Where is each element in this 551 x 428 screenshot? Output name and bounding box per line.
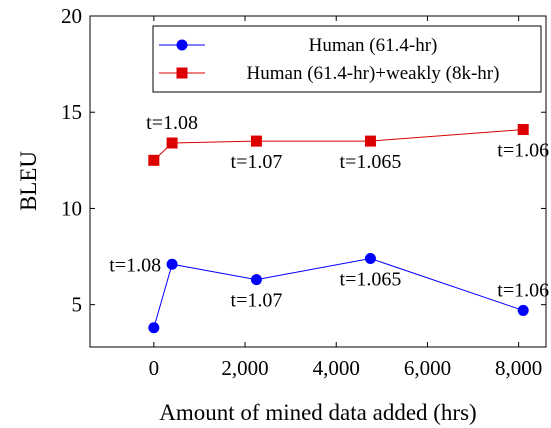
- legend-label: Human (61.4-hr)+weakly (8k-hr): [247, 63, 500, 84]
- x-tick-label: 0: [149, 356, 160, 380]
- data-label: t=1.065: [340, 151, 402, 173]
- x-axis-title: Amount of mined data added (hrs): [159, 400, 476, 425]
- legend-label: Human (61.4-hr): [309, 35, 438, 56]
- data-point: [364, 252, 376, 264]
- data-point: [517, 124, 529, 136]
- data-label: t=1.07: [231, 151, 283, 173]
- data-point: [517, 304, 529, 316]
- data-label: t=1.07: [231, 290, 283, 312]
- data-point: [250, 274, 262, 286]
- data-point: [166, 258, 178, 270]
- plot-frame: [89, 15, 547, 348]
- data-label: t=1.08: [146, 112, 198, 134]
- x-tick-label: 2,000: [221, 356, 268, 380]
- data-point: [148, 322, 160, 334]
- y-tick-label: 15: [61, 100, 82, 124]
- series-line: [153, 129, 524, 161]
- legend-marker: [176, 39, 188, 51]
- data-point: [148, 154, 160, 166]
- legend: Human (61.4-hr) Human (61.4-hr)+weakly (8…: [152, 25, 542, 93]
- annotations: t=1.08 t=1.07 t=1.065 t=1.06 t=1.08 t=1.07 t=1…: [109, 112, 549, 312]
- data-label: t=1.06: [497, 140, 549, 162]
- data-label: t=1.06: [497, 279, 549, 301]
- x-tick-label: 8,000: [495, 356, 542, 380]
- data-point: [250, 135, 262, 147]
- y-tick-label: 5: [72, 293, 83, 317]
- y-tick-label: 20: [61, 4, 82, 28]
- series-markers: [148, 124, 529, 334]
- legend-marker: [176, 67, 188, 79]
- data-point: [364, 135, 376, 147]
- y-axis-title: BLEU: [16, 151, 41, 211]
- data-point: [166, 137, 178, 149]
- data-label: t=1.065: [340, 268, 402, 290]
- y-tick-label: 10: [61, 196, 82, 220]
- legend-box: [152, 25, 542, 93]
- x-tick-label: 6,000: [404, 356, 451, 380]
- series-line: [153, 257, 524, 328]
- axis-ticks: 0 2,000 4,000 6,000 8,000 5 10 15 20: [61, 4, 546, 380]
- x-tick-label: 4,000: [313, 356, 360, 380]
- series-lines: [153, 129, 524, 328]
- data-label: t=1.08: [109, 254, 161, 276]
